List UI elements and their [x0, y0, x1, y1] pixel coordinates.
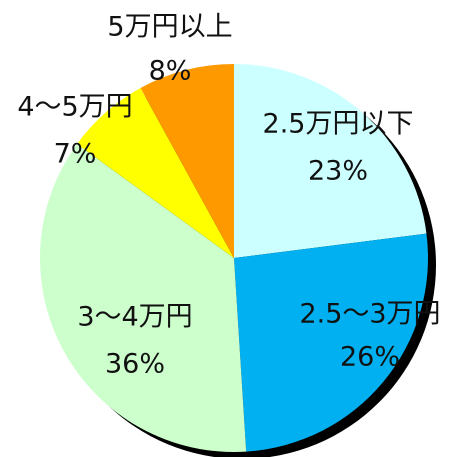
slice-value-label: 8% — [149, 56, 192, 87]
slice-label: 4～5万円 — [17, 92, 132, 123]
slice-value-label: 36% — [105, 349, 165, 380]
pie-slice — [77, 87, 234, 258]
slice-label: 5万円以上 — [107, 12, 232, 43]
pie-slice — [40, 143, 247, 452]
slice-value-label: 26% — [340, 342, 400, 373]
slice-value-label: 23% — [308, 156, 368, 187]
slice-value-label: 7% — [54, 139, 97, 170]
slice-label: 2.5万円以下 — [263, 109, 414, 140]
slice-label: 2.5～3万円 — [299, 299, 440, 330]
pie-slice — [234, 233, 428, 452]
slice-label: 3～4万円 — [77, 302, 192, 333]
pie-slice — [140, 64, 234, 258]
pie-slice — [234, 64, 427, 258]
